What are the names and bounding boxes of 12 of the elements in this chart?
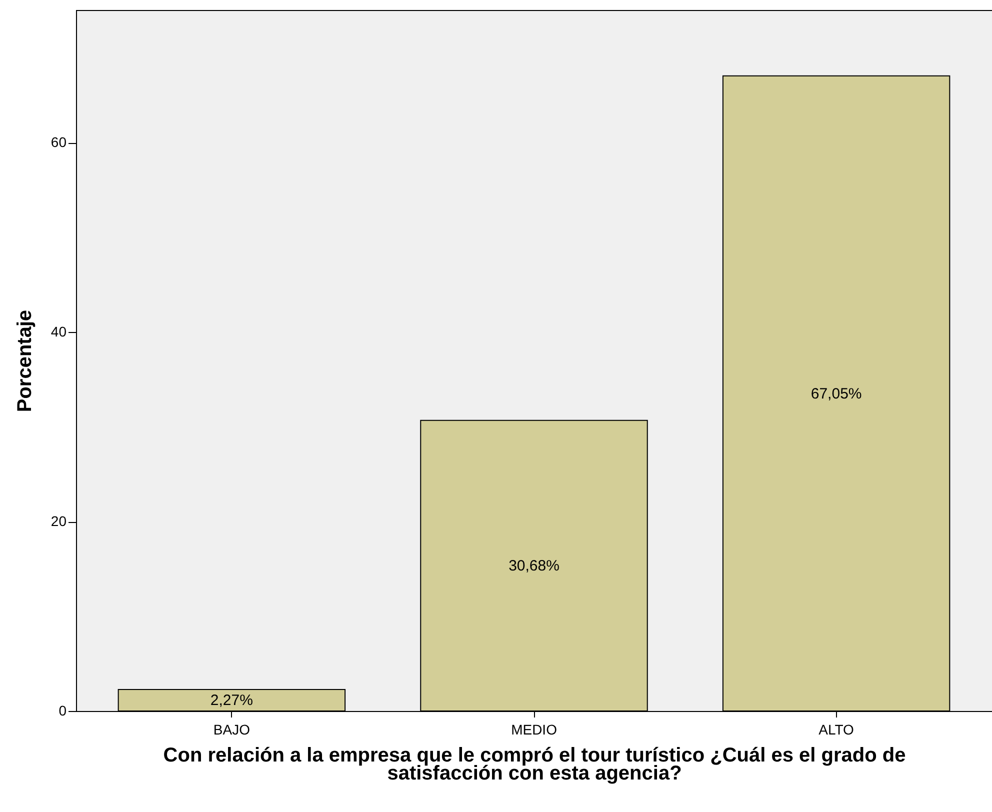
y-tick-label: 40 [50,324,67,340]
x-axis-title: Con relación a la empresa que le compró el tour turístico ¿Cuál es el grado de satisfacción con esta agencia? [163,744,906,784]
y-tick-label: 60 [50,134,67,150]
data-label: 2,27% [210,692,253,710]
y-tick-label: 20 [50,513,67,530]
data-label: 67,05% [810,385,862,402]
y-tick-label: 0 [58,702,67,718]
y-axis-title: Porcentaje [14,310,36,412]
x-tick-label: MEDIO [511,722,558,738]
x-tick-label: BAJO [213,722,250,738]
x-tick-label: ALTO [818,722,854,738]
data-label: 30,68% [508,558,560,575]
